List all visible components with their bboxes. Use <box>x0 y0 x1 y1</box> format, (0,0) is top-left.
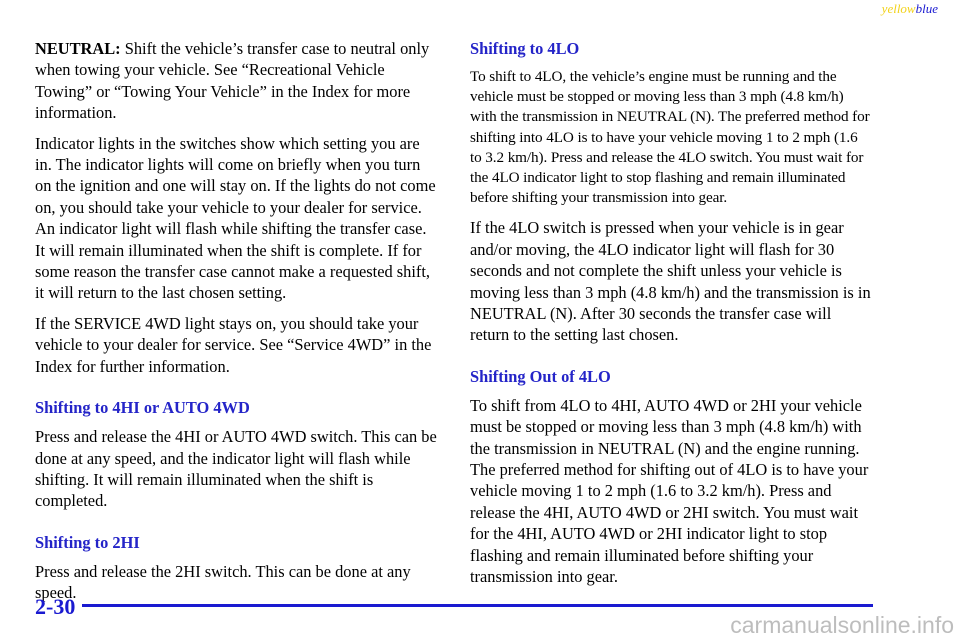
left-column: NEUTRAL: Shift the vehicle’s transfer ca… <box>35 38 440 613</box>
paragraph: If the 4LO switch is pressed when your v… <box>470 218 871 345</box>
paragraph: To shift to 4LO, the vehicle’s engine mu… <box>470 68 870 207</box>
paragraph: To shift from 4LO to 4HI, AUTO 4WD or 2H… <box>470 395 869 587</box>
section-heading: Shifting Out of 4LO <box>470 366 611 386</box>
neutral-paragraph: NEUTRAL: Shift the vehicle’s transfer ca… <box>35 38 440 124</box>
section-heading: Shifting to 2HI <box>35 532 140 552</box>
paragraph: Indicator lights in the switches show wh… <box>35 133 436 303</box>
page-number: 2-30 <box>35 594 76 619</box>
neutral-label: NEUTRAL: <box>35 39 121 58</box>
paragraph: Press and release the 4HI or AUTO 4WD sw… <box>35 427 437 511</box>
right-column: Shifting to 4LO To shift to 4LO, the vehi… <box>470 38 872 597</box>
neutral-text: Shift the vehicle’s transfer case to neu… <box>35 39 430 123</box>
section-heading: Shifting to 4HI or AUTO 4WD <box>35 398 250 418</box>
header: yellowblue <box>882 1 938 17</box>
footer-rule <box>82 604 873 607</box>
watermark: carmanualsonline.info <box>730 612 954 638</box>
paragraph: If the SERVICE 4WD light stays on, you s… <box>35 313 432 376</box>
paragraph: Press and release the 2HI switch. This c… <box>35 561 411 603</box>
header-yellow: yellow <box>881 1 916 16</box>
section-heading: Shifting to 4LO <box>470 39 580 58</box>
header-blue: blue <box>915 1 938 16</box>
